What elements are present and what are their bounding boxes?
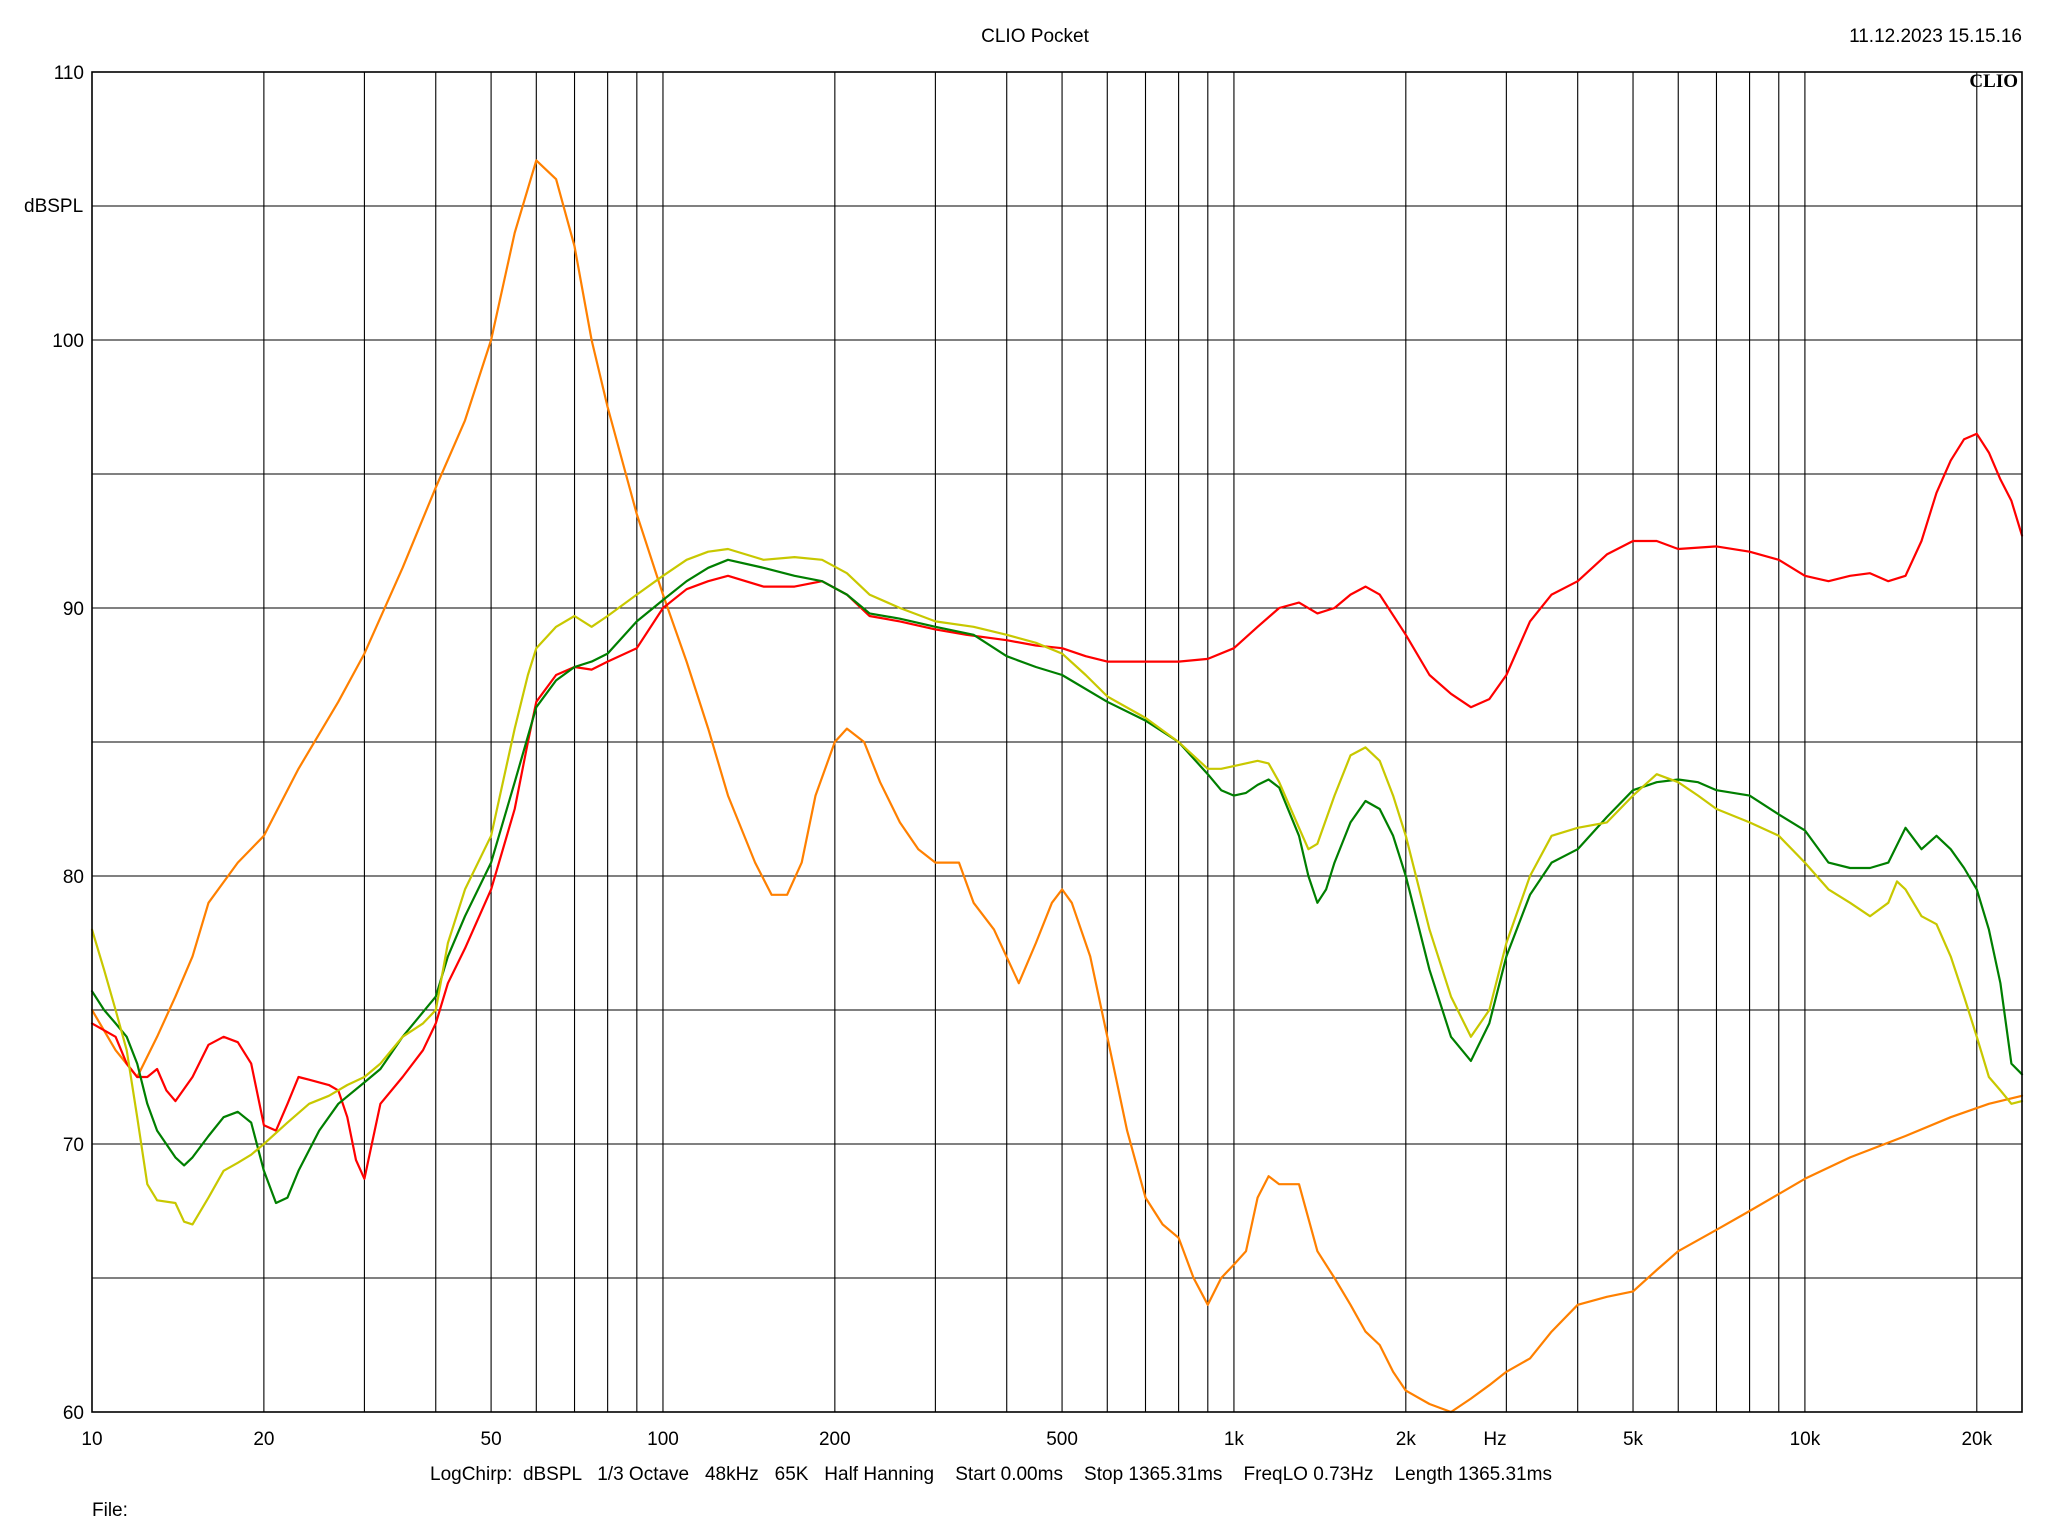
- y-tick-label: 60: [63, 1403, 84, 1424]
- series-line-4: [90, 547, 2024, 1226]
- file-label: File:: [92, 1500, 128, 1521]
- series-line-3: [90, 558, 2024, 1205]
- x-tick-label: 5k: [1623, 1429, 1644, 1450]
- series-line-2: [90, 432, 2024, 1180]
- x-tick-label: 100: [647, 1429, 679, 1450]
- y-tick-label: 70: [63, 1135, 84, 1156]
- x-tick-label: 20k: [1961, 1429, 1992, 1450]
- plot-frame: [91, 71, 2023, 1413]
- clio-logo: CLIO: [1969, 71, 2018, 92]
- y-tick-label: 110: [54, 63, 84, 84]
- x-tick-label: 50: [481, 1429, 502, 1450]
- axis-tick-labels: 10 20 50 100 200 500 1k 2k 5k 10k 20k 60 70 80 90 100 11…: [52, 63, 1992, 1450]
- x-tick-label: 10: [81, 1429, 102, 1450]
- x-tick-label: 1k: [1224, 1429, 1245, 1450]
- y-axis-label: dBSPL: [24, 196, 83, 217]
- measurement-settings: LogChirp: dBSPL 1/3 Octave 48kHz 65K Hal…: [430, 1464, 1552, 1485]
- grid: [92, 72, 2022, 1412]
- x-axis-label: Hz: [1483, 1429, 1506, 1450]
- y-tick-label: 90: [63, 599, 84, 620]
- x-tick-label: 200: [819, 1429, 851, 1450]
- x-tick-label: 20: [253, 1429, 274, 1450]
- series-group: [90, 159, 2024, 1414]
- y-tick-label: 100: [52, 331, 84, 352]
- chart-title: CLIO Pocket: [981, 26, 1089, 47]
- series-line-1: [90, 159, 2024, 1414]
- x-tick-label: 500: [1046, 1429, 1078, 1450]
- x-tick-label: 2k: [1396, 1429, 1417, 1450]
- x-tick-label: 10k: [1790, 1429, 1821, 1450]
- timestamp: 11.12.2023 15.15.16: [1849, 26, 2022, 47]
- y-tick-label: 80: [63, 867, 84, 888]
